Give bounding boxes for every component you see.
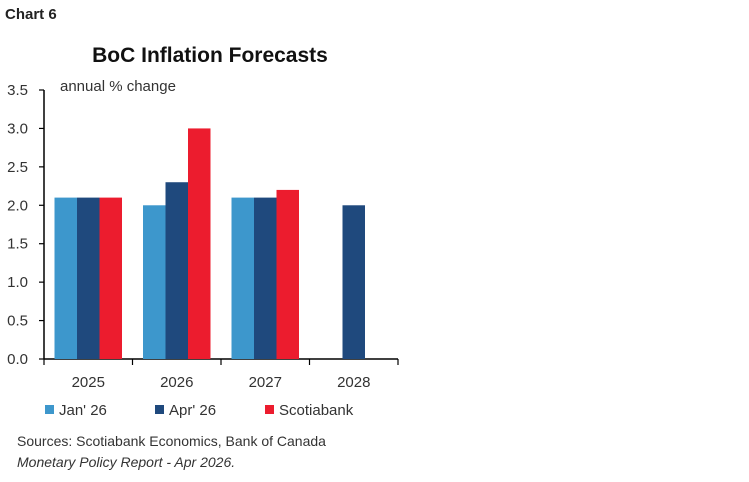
y-tick-label: 1.5 (7, 236, 28, 253)
bar-2025-2 (99, 197, 122, 359)
legend-label: Apr' 26 (169, 402, 216, 419)
y-tick-label: 0.0 (7, 351, 28, 368)
bar-2028-1 (342, 205, 365, 359)
legend-label: Jan' 26 (59, 402, 107, 419)
bar-2026-0 (143, 205, 166, 359)
legend-swatch (155, 405, 164, 414)
y-tick-label: 3.5 (7, 82, 28, 99)
sources-line-1: Sources: Scotiabank Economics, Bank of C… (17, 433, 326, 449)
legend-label: Scotiabank (279, 402, 354, 419)
y-axis-label: annual % change (60, 78, 176, 95)
chart-number: Chart 6 (5, 6, 57, 23)
bar-2026-1 (165, 182, 188, 359)
y-tick-label: 1.0 (7, 274, 28, 291)
y-tick-label: 3.0 (7, 120, 28, 137)
x-tick-label: 2027 (249, 374, 282, 391)
y-tick-label: 2.0 (7, 197, 28, 214)
bar-2025-1 (77, 197, 100, 359)
bar-2025-0 (54, 197, 77, 359)
bar-2026-2 (188, 128, 211, 359)
chart-title: BoC Inflation Forecasts (92, 44, 328, 67)
legend-swatch (265, 405, 274, 414)
y-tick-label: 2.5 (7, 159, 28, 176)
bar-2027-1 (254, 197, 277, 359)
y-tick-label: 0.5 (7, 313, 28, 330)
bar-2027-0 (231, 197, 254, 359)
x-tick-label: 2025 (72, 374, 105, 391)
sources-line-2: Monetary Policy Report - Apr 2026. (17, 454, 236, 470)
x-tick-label: 2026 (160, 374, 193, 391)
legend-swatch (45, 405, 54, 414)
bar-2027-2 (276, 189, 299, 359)
x-tick-label: 2028 (337, 374, 370, 391)
